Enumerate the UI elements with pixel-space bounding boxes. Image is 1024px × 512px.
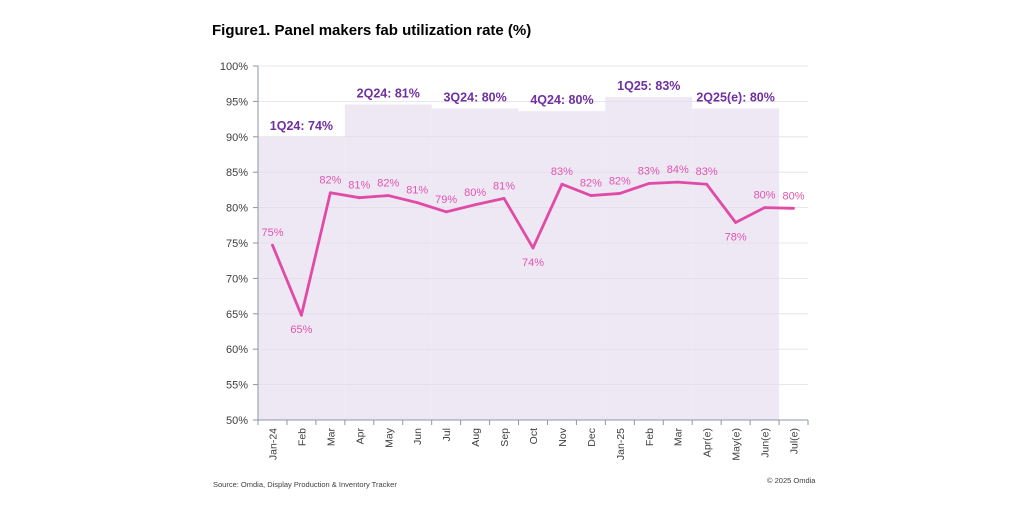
data-label: 81%: [493, 180, 515, 192]
data-point: [792, 206, 795, 210]
y-tick-label: 100%: [220, 61, 248, 73]
data-label: 82%: [377, 178, 399, 190]
data-point: [328, 191, 332, 195]
x-tick-label: Jul(e): [789, 428, 801, 454]
x-tick-label: May(e): [731, 428, 743, 461]
y-tick-label: 60%: [226, 344, 248, 356]
x-tick-label: Oct: [528, 428, 540, 444]
x-tick-label: Feb: [644, 428, 656, 446]
data-point: [415, 201, 419, 205]
data-label: 84%: [667, 164, 689, 176]
quarter-label: 1Q24: 74%: [270, 119, 333, 133]
utilization-series: [271, 180, 795, 317]
data-point: [560, 182, 564, 186]
y-axis-tick-labels: 50% 55% 60% 65% 70% 75% 80% 85% 90% 95% 100%: [220, 61, 248, 427]
data-point: [763, 206, 766, 210]
data-point: [618, 192, 622, 195]
data-point: [300, 313, 303, 317]
y-tick-label: 85%: [226, 167, 248, 179]
chart-title: Figure1. Panel makers fab utilization ra…: [212, 22, 531, 39]
y-tick-label: 75%: [226, 238, 248, 250]
data-label: 82%: [580, 178, 602, 190]
x-tick-label: Sep: [499, 428, 511, 447]
data-point: [444, 210, 448, 214]
data-label: 75%: [261, 227, 283, 239]
data-point: [502, 196, 506, 200]
data-point: [647, 182, 651, 185]
data-label: 74%: [522, 257, 544, 269]
quarter-label: 1Q25: 83%: [617, 79, 680, 93]
axes: [253, 65, 809, 425]
data-labels: 75% 65% 82% 81% 82% 81% 79% 80% 81% 74% 83% 82% 82% 8…: [261, 164, 804, 336]
copyright-note: © 2025 Omdia: [767, 476, 816, 485]
quarter-label: 2Q25(e): 80%: [696, 90, 775, 104]
quarter-label: 4Q24: 80%: [530, 93, 593, 107]
x-tick-label: Dec: [586, 428, 598, 447]
x-tick-label: Jun: [412, 428, 424, 445]
x-axis-tick-labels: Jan-24 Feb Mar Apr May Jun Jul Aug Sep Oct Nov Dec J…: [267, 427, 800, 460]
y-tick-label: 80%: [226, 203, 248, 215]
data-point: [386, 194, 390, 197]
data-point: [734, 221, 738, 224]
quarter-label: 3Q24: 80%: [443, 90, 506, 104]
quarter-bar: [518, 111, 606, 420]
x-tick-label: Jun(e): [760, 428, 772, 458]
data-point: [271, 243, 274, 247]
data-label: 65%: [290, 324, 312, 336]
data-point: [531, 246, 535, 250]
data-point: [473, 203, 477, 207]
source-note: Source: Omdia, Display Production & Inve…: [213, 480, 397, 489]
x-tick-label: Jul: [441, 428, 453, 441]
x-tick-label: Apr(e): [702, 428, 714, 457]
x-tick-label: Nov: [557, 427, 569, 446]
data-label: 80%: [783, 190, 805, 202]
x-tick-label: Apr: [354, 428, 366, 445]
data-label: 83%: [638, 166, 660, 178]
data-label: 78%: [725, 231, 747, 243]
quarter-bar: [605, 96, 693, 420]
data-label: 81%: [348, 180, 370, 192]
x-tick-label: Feb: [296, 428, 308, 446]
data-point: [589, 194, 593, 197]
y-tick-label: 50%: [226, 415, 248, 427]
x-tick-label: Mar: [325, 428, 337, 447]
data-point: [357, 196, 361, 200]
x-tick-label: Mar: [673, 428, 685, 447]
data-label: 83%: [551, 166, 573, 178]
y-tick-label: 70%: [226, 273, 248, 285]
quarter-labels: 1Q24: 74% 2Q24: 81% 3Q24: 80% 4Q24: 80% 1Q25…: [270, 79, 775, 133]
x-tick-label: May: [383, 427, 395, 448]
quarter-bar: [431, 108, 519, 420]
data-label: 82%: [319, 175, 341, 187]
quarter-bar: [344, 104, 432, 420]
x-tick-label: Jan-25: [615, 428, 627, 460]
quarter-label: 2Q24: 81%: [357, 86, 420, 100]
gridlines: [258, 65, 808, 386]
data-label: 83%: [696, 166, 718, 178]
quarter-bar: [692, 108, 780, 420]
data-label: 80%: [754, 190, 776, 202]
data-label: 81%: [406, 185, 428, 197]
data-label: 82%: [609, 175, 631, 187]
data-point: [676, 180, 680, 184]
x-tick-label: Aug: [470, 428, 482, 447]
quarter-bars: [258, 96, 780, 420]
y-tick-label: 65%: [226, 309, 248, 321]
y-tick-label: 90%: [226, 132, 248, 144]
data-label: 80%: [464, 187, 486, 199]
data-point: [705, 182, 709, 186]
x-tick-label: Jan-24: [267, 428, 279, 460]
y-tick-label: 95%: [226, 96, 248, 108]
data-label: 79%: [435, 194, 457, 206]
y-tick-label: 55%: [226, 380, 248, 392]
